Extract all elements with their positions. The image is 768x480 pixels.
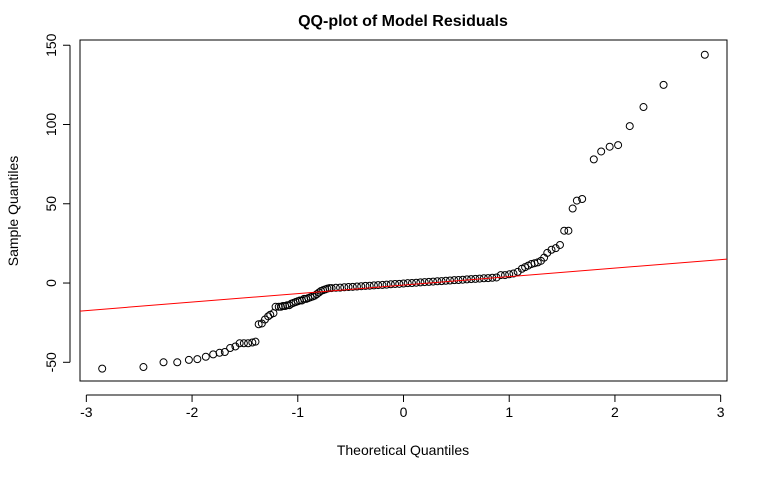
point bbox=[420, 278, 429, 287]
point bbox=[248, 338, 257, 347]
x-tick-label: -2 bbox=[186, 404, 199, 420]
point bbox=[331, 283, 340, 292]
y-tick-label: -50 bbox=[43, 352, 59, 372]
point bbox=[348, 282, 357, 291]
x-tick-label: 0 bbox=[400, 404, 408, 420]
point bbox=[560, 226, 569, 235]
point bbox=[220, 347, 229, 356]
x-tick-label: 1 bbox=[505, 404, 513, 420]
point bbox=[605, 142, 614, 151]
point bbox=[254, 320, 263, 329]
point bbox=[184, 355, 193, 364]
point bbox=[386, 280, 395, 289]
point bbox=[365, 281, 374, 290]
y-tick-label: 50 bbox=[43, 196, 59, 212]
point bbox=[441, 276, 450, 285]
point bbox=[374, 281, 383, 290]
point bbox=[357, 282, 366, 291]
point bbox=[98, 364, 107, 373]
point bbox=[278, 302, 287, 311]
point bbox=[424, 277, 433, 286]
plot-frame bbox=[79, 39, 728, 382]
point bbox=[325, 284, 334, 293]
point bbox=[429, 277, 438, 286]
x-tick-label: 2 bbox=[611, 404, 619, 420]
point bbox=[215, 348, 224, 357]
point bbox=[274, 302, 283, 311]
point bbox=[251, 337, 260, 346]
point bbox=[239, 339, 248, 348]
point bbox=[450, 276, 459, 285]
y-tick-label: 100 bbox=[43, 113, 59, 137]
point bbox=[416, 278, 425, 287]
x-tick-label: 3 bbox=[717, 404, 725, 420]
point bbox=[382, 280, 391, 289]
point bbox=[505, 270, 514, 279]
y-tick-label: 0 bbox=[43, 279, 59, 287]
point bbox=[500, 271, 509, 280]
point bbox=[403, 279, 412, 288]
point bbox=[352, 282, 361, 291]
point bbox=[614, 141, 623, 150]
point bbox=[496, 271, 505, 280]
point bbox=[399, 279, 408, 288]
point bbox=[344, 282, 353, 291]
point bbox=[226, 344, 235, 353]
point bbox=[564, 226, 573, 235]
point bbox=[139, 363, 148, 372]
point bbox=[361, 281, 370, 290]
x-axis-title: Theoretical Quantiles bbox=[337, 442, 469, 458]
x-tick-label: -1 bbox=[292, 404, 305, 420]
point bbox=[568, 204, 577, 213]
point bbox=[659, 80, 668, 89]
point bbox=[285, 301, 294, 310]
point bbox=[433, 277, 442, 286]
point bbox=[327, 284, 336, 293]
point bbox=[509, 269, 518, 278]
point bbox=[437, 277, 446, 286]
point bbox=[547, 245, 556, 254]
point bbox=[193, 355, 202, 364]
point bbox=[244, 339, 253, 348]
point bbox=[572, 196, 581, 205]
point bbox=[369, 281, 378, 290]
point bbox=[336, 283, 345, 292]
y-tick-label: 150 bbox=[43, 33, 59, 57]
point bbox=[395, 279, 404, 288]
point bbox=[412, 278, 421, 287]
point bbox=[625, 122, 634, 131]
point bbox=[340, 283, 349, 292]
point bbox=[201, 352, 210, 361]
chart-title: QQ-plot of Model Residuals bbox=[298, 13, 508, 30]
point bbox=[578, 195, 587, 204]
point bbox=[555, 240, 564, 249]
point bbox=[589, 155, 598, 164]
point bbox=[378, 280, 387, 289]
point bbox=[173, 358, 182, 367]
point bbox=[407, 279, 416, 288]
x-tick-label: -3 bbox=[80, 404, 93, 420]
point bbox=[700, 50, 709, 59]
point bbox=[446, 276, 455, 285]
point bbox=[391, 279, 400, 288]
point bbox=[597, 147, 606, 156]
point bbox=[235, 339, 244, 348]
reference-line bbox=[79, 258, 728, 312]
y-axis-title: Sample Quantiles bbox=[5, 156, 21, 267]
point bbox=[159, 358, 168, 367]
point bbox=[639, 103, 648, 112]
